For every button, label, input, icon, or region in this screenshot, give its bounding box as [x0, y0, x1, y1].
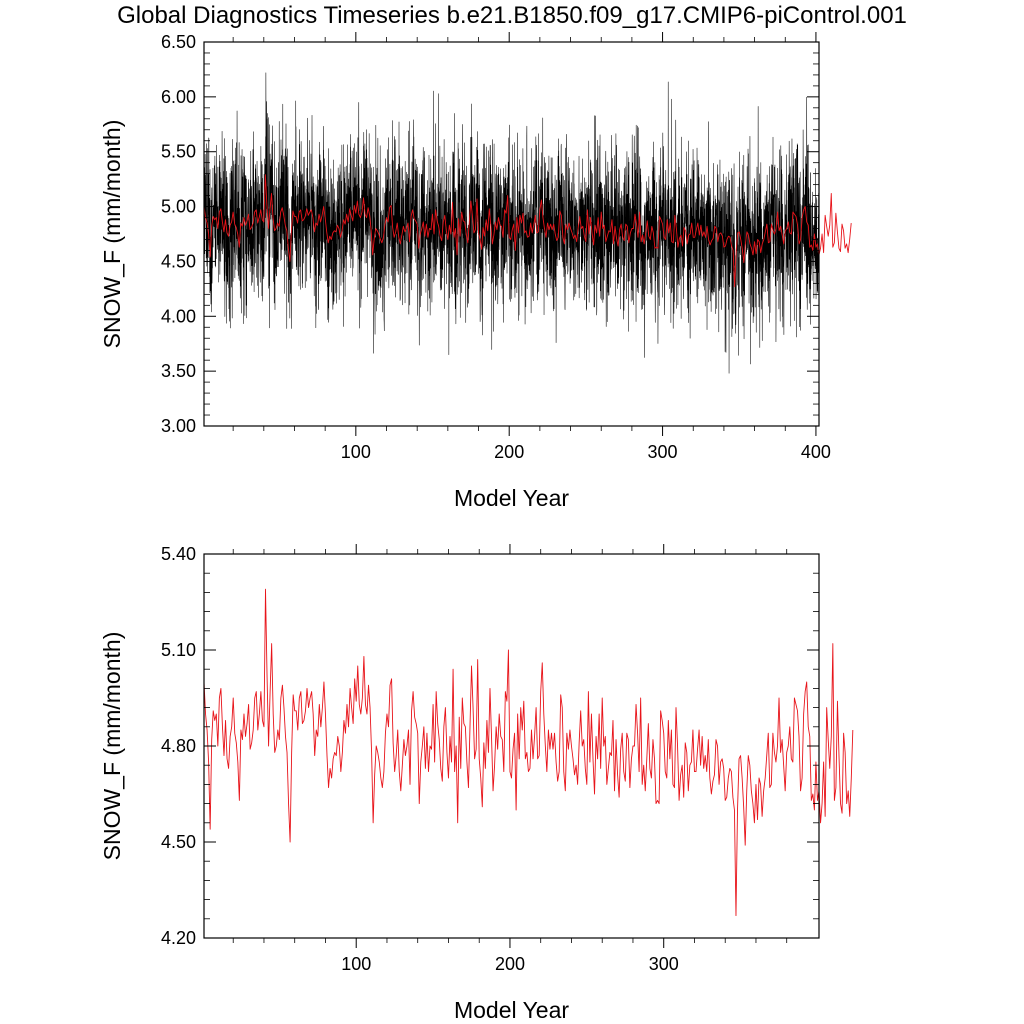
x-tick-label: 200	[495, 954, 525, 974]
y-tick-label: 5.40	[161, 544, 196, 564]
top-y-axis-title: SNOW_F (mm/month)	[99, 120, 125, 349]
y-tick-label: 5.00	[161, 197, 196, 217]
bottom-y-axis-title: SNOW_F (mm/month)	[99, 632, 125, 861]
y-tick-label: 6.00	[161, 87, 196, 107]
y-tick-label: 4.00	[161, 306, 196, 326]
bottom-tick-labels: 4.20 4.50 4.80 5.10 5.40 100 200 300	[161, 544, 679, 974]
y-tick-label: 4.50	[161, 251, 196, 271]
x-tick-label: 300	[648, 442, 678, 462]
x-tick-label: 300	[649, 954, 679, 974]
x-tick-label: 100	[341, 442, 371, 462]
bottom-plot-frame	[203, 553, 820, 939]
y-tick-label: 4.20	[161, 928, 196, 948]
y-tick-label: 4.80	[161, 736, 196, 756]
top-axis-ticks	[204, 32, 819, 436]
y-tick-label: 3.50	[161, 361, 196, 381]
series-line-monthly	[203, 72, 820, 374]
series-line-annual-mean	[203, 174, 852, 288]
bottom-timeseries-panel: 4.20 4.50 4.80 5.10 5.40 100 200 300 Model Year…	[99, 544, 854, 1023]
y-tick-label: 5.50	[161, 142, 196, 162]
y-tick-label: 6.50	[161, 32, 196, 52]
bottom-x-axis-title: Model Year	[454, 997, 569, 1023]
x-tick-label: 100	[341, 954, 371, 974]
y-tick-label: 3.00	[161, 416, 196, 436]
top-x-axis-title: Model Year	[454, 485, 569, 511]
series-line-annual-mean	[203, 588, 854, 917]
top-tick-labels: 3.00 3.50 4.00 4.50 5.00 5.50 6.00 6.50 100 200 30…	[161, 32, 831, 462]
x-tick-label: 400	[801, 442, 831, 462]
y-tick-label: 5.10	[161, 640, 196, 660]
bottom-series-layer	[203, 588, 854, 917]
y-tick-label: 4.50	[161, 832, 196, 852]
top-plot-frame	[203, 41, 820, 427]
top-timeseries-panel: 3.00 3.50 4.00 4.50 5.00 5.50 6.00 6.50 100 200 30…	[99, 32, 852, 511]
chart-title: Global Diagnostics Timeseries b.e21.B185…	[117, 2, 907, 29]
top-series-layer	[203, 72, 852, 374]
bottom-axis-ticks	[204, 544, 819, 948]
x-tick-label: 200	[494, 442, 524, 462]
